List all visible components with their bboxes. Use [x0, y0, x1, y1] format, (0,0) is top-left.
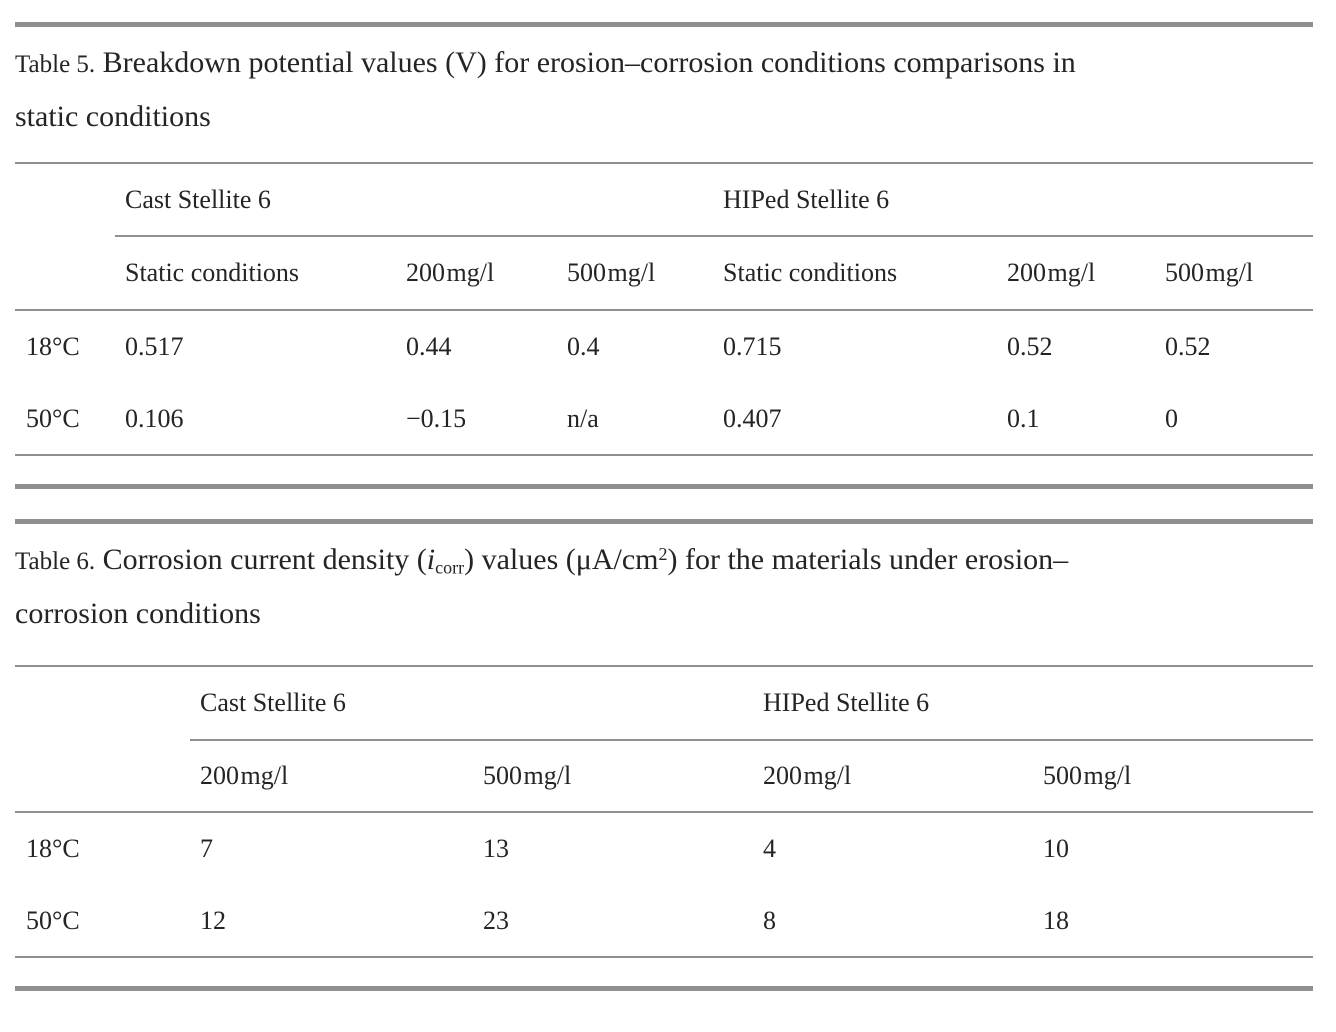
value-cell: 7: [200, 834, 213, 863]
value-cell: 0.52: [1165, 332, 1211, 361]
value-cell: 23: [483, 905, 509, 935]
table6-group-header-row: Cast Stellite 6 HIPed Stellite 6: [15, 666, 1314, 741]
group-header-cast: Cast Stellite 6: [115, 163, 724, 237]
value-cell: 0: [1165, 403, 1179, 433]
value-cell: 8: [763, 905, 777, 935]
group-header-hiped: HIPed Stellite 6: [723, 163, 1314, 237]
value-cell: n/a: [567, 403, 599, 433]
value-cell: 0.407: [723, 403, 782, 433]
table-row: 18°C 7 13 4 10: [15, 812, 1313, 885]
value-cell: 13: [483, 834, 509, 863]
value-cell: 0.4: [567, 332, 600, 361]
column-header: 200 mg/l: [190, 740, 483, 813]
value-cell: 18: [1043, 905, 1070, 935]
table5-caption-line1: Table 5. Breakdown potential values (V) …: [15, 37, 1313, 91]
table5-column-header-row: Static conditions 200 mg/l 500 mg/l Stat…: [15, 236, 1314, 311]
value-cell: 10: [1043, 834, 1070, 863]
value-cell: 4: [763, 834, 777, 863]
table6-caption: Table 6. Corrosion current density (icor…: [15, 534, 1313, 640]
column-header: 200 mg/l: [763, 740, 1044, 813]
table6-corrosion-current-density: Cast Stellite 6 HIPed Stellite 6 200 mg/…: [15, 665, 1314, 958]
empty-stub-cell: [15, 163, 115, 236]
table5-group-header-row: Cast Stellite 6 HIPed Stellite 6: [15, 163, 1314, 237]
table5-caption-text: Breakdown potential values (V) for erosi…: [102, 46, 1076, 79]
table5-end-rule: [15, 484, 1313, 489]
value-cell: 12: [200, 905, 226, 935]
table6-caption-line2: corrosion conditions: [15, 597, 261, 630]
column-header: 500 mg/l: [1165, 236, 1314, 311]
icorr-subscript: corr: [435, 557, 465, 578]
empty-stub-cell: [15, 236, 115, 311]
column-header: 500 mg/l: [483, 740, 764, 813]
table6-column-header-row: 200 mg/l 500 mg/l 200 mg/l 500 mg/l: [15, 740, 1314, 813]
value-cell: 0.52: [1007, 332, 1053, 361]
table6-caption-text: Corrosion current density (icorr) values…: [102, 543, 1069, 578]
icorr-variable: i: [426, 543, 436, 576]
column-header: 200 mg/l: [406, 236, 567, 311]
table5-breakdown-potential: Cast Stellite 6 HIPed Stellite 6 Static …: [15, 162, 1314, 456]
column-header: 500 mg/l: [567, 236, 724, 311]
spacer: [15, 958, 1313, 986]
table5-caption: Table 5. Breakdown potential values (V) …: [15, 37, 1313, 143]
table-row: 50°C 12 23 8 18: [15, 885, 1313, 957]
value-cell: 0.715: [723, 332, 782, 361]
group-header-hiped: HIPed Stellite 6: [763, 666, 1314, 741]
row-header-temp: 18°C: [26, 332, 80, 361]
row-header-temp: 50°C: [26, 403, 80, 433]
table6-caption-label: Table 6.: [15, 548, 96, 575]
value-cell: 0.517: [125, 332, 184, 361]
value-cell: 0.44: [406, 332, 452, 361]
table5-caption-line2: static conditions: [15, 100, 211, 133]
table5-caption-label: Table 5.: [15, 51, 96, 78]
empty-stub-cell: [15, 666, 190, 740]
value-cell: 0.1: [1007, 403, 1040, 433]
column-header: 200 mg/l: [1007, 236, 1166, 311]
spacer: [15, 489, 1313, 519]
value-cell: 0.106: [125, 403, 184, 433]
column-header: Static conditions: [723, 236, 1008, 311]
column-header: 500 mg/l: [1043, 740, 1314, 813]
column-header: Static conditions: [115, 236, 406, 311]
empty-stub-cell: [15, 740, 190, 813]
table-row: 50°C 0.106 −0.15 n/a 0.407 0.1 0: [15, 383, 1313, 455]
value-cell: −0.15: [406, 403, 467, 433]
table6-caption-line1: Table 6. Corrosion current density (icor…: [15, 534, 1313, 588]
row-header-temp: 18°C: [26, 834, 80, 863]
spacer: [15, 456, 1313, 484]
group-header-cast: Cast Stellite 6: [190, 666, 764, 741]
cm-squared-superscript: 2: [658, 544, 668, 564]
table-row: 18°C 0.517 0.44 0.4 0.715 0.52 0.52: [15, 310, 1313, 383]
table6-end-rule: [15, 986, 1313, 991]
row-header-temp: 50°C: [26, 905, 80, 935]
table6-section-rule: [15, 519, 1313, 524]
section-divider-rule: [15, 22, 1313, 27]
